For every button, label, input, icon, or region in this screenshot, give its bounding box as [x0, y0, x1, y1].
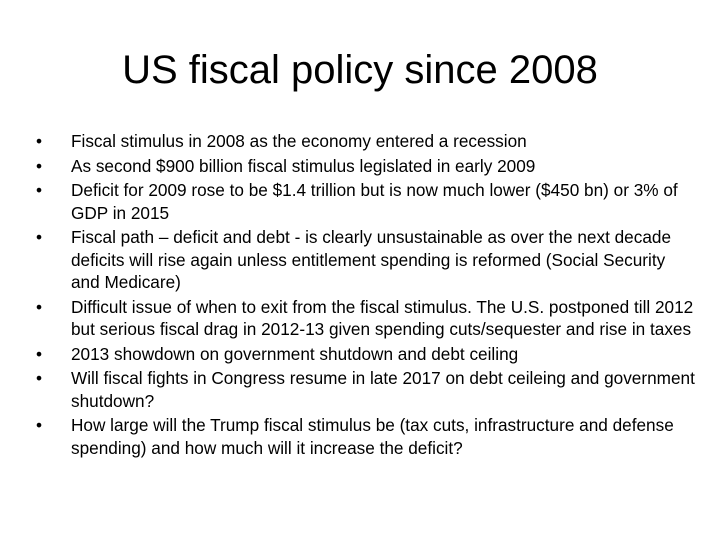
bullet-icon: • — [36, 415, 43, 436]
bullet-icon: • — [36, 180, 43, 201]
bullet-text: How large will the Trump fiscal stimulus… — [71, 415, 674, 458]
bullet-text: Fiscal stimulus in 2008 as the economy e… — [71, 131, 527, 151]
bullet-icon: • — [36, 227, 43, 248]
bullet-item: • 2013 showdown on government shutdown a… — [36, 343, 696, 365]
bullet-icon: • — [36, 296, 43, 317]
bullet-text: As second $900 billion fiscal stimulus l… — [71, 155, 536, 176]
bullet-text: Fiscal path – deficit and debt - is clea… — [71, 227, 672, 292]
bullet-item: • Fiscal stimulus in 2008 as the economy… — [36, 130, 696, 152]
bullet-icon: • — [36, 343, 43, 364]
bullet-item: • Deficit for 2009 rose to be $1.4 trill… — [36, 179, 696, 224]
bullet-icon: • — [36, 131, 43, 151]
bullet-text: Difficult issue of when to exit from the… — [71, 296, 694, 339]
bullet-icon: • — [36, 155, 43, 176]
bullet-icon: • — [36, 368, 43, 389]
bullet-list: • Fiscal stimulus in 2008 as the economy… — [36, 130, 696, 461]
bullet-text: Deficit for 2009 rose to be $1.4 trillio… — [71, 180, 678, 223]
bullet-item: • How large will the Trump fiscal stimul… — [36, 414, 696, 459]
bullet-item: • As second $900 billion fiscal stimulus… — [36, 155, 696, 177]
bullet-item: • Will fiscal fights in Congress resume … — [36, 367, 696, 412]
bullet-text: Will fiscal fights in Congress resume in… — [71, 368, 695, 411]
bullet-item: • Difficult issue of when to exit from t… — [36, 296, 696, 341]
slide-title: US fiscal policy since 2008 — [122, 48, 598, 92]
bullet-item: • Fiscal path – deficit and debt - is cl… — [36, 226, 696, 293]
bullet-text: 2013 showdown on government shutdown and… — [71, 343, 519, 364]
